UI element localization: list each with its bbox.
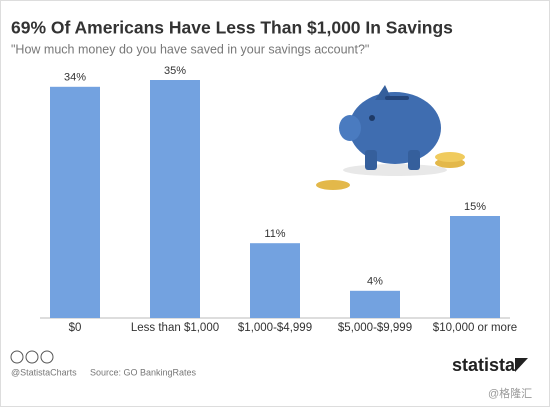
- value-label: 34%: [64, 72, 86, 84]
- x-tick-label: Less than $1,000: [131, 322, 219, 334]
- x-tick-label: $0: [69, 322, 82, 334]
- chart-title: 69% Of Americans Have Less Than $1,000 I…: [11, 18, 453, 38]
- source: Source: GO BankingRates: [90, 367, 197, 377]
- value-label: 15%: [464, 201, 486, 213]
- cc-icons: [10, 350, 54, 364]
- bar: [250, 243, 300, 318]
- bar: [350, 290, 400, 318]
- x-tick-label: $5,000-$9,999: [338, 322, 412, 334]
- bar: [50, 86, 100, 318]
- value-label: 11%: [264, 228, 285, 240]
- chart-subtitle: "How much money do you have saved in you…: [11, 42, 369, 56]
- logo-icon: [515, 358, 528, 372]
- bar: [450, 216, 500, 318]
- credit: @StatistaCharts: [11, 367, 77, 377]
- bar: [150, 80, 200, 318]
- coins: [316, 152, 465, 190]
- piggy-bank: [339, 85, 447, 176]
- logo: statista: [452, 355, 516, 375]
- value-label: 35%: [164, 65, 186, 77]
- watermark: @格隆汇: [488, 386, 532, 400]
- x-tick-label: $1,000-$4,999: [238, 322, 312, 334]
- value-label: 4%: [367, 276, 383, 288]
- x-tick-label: $10,000 or more: [433, 322, 517, 334]
